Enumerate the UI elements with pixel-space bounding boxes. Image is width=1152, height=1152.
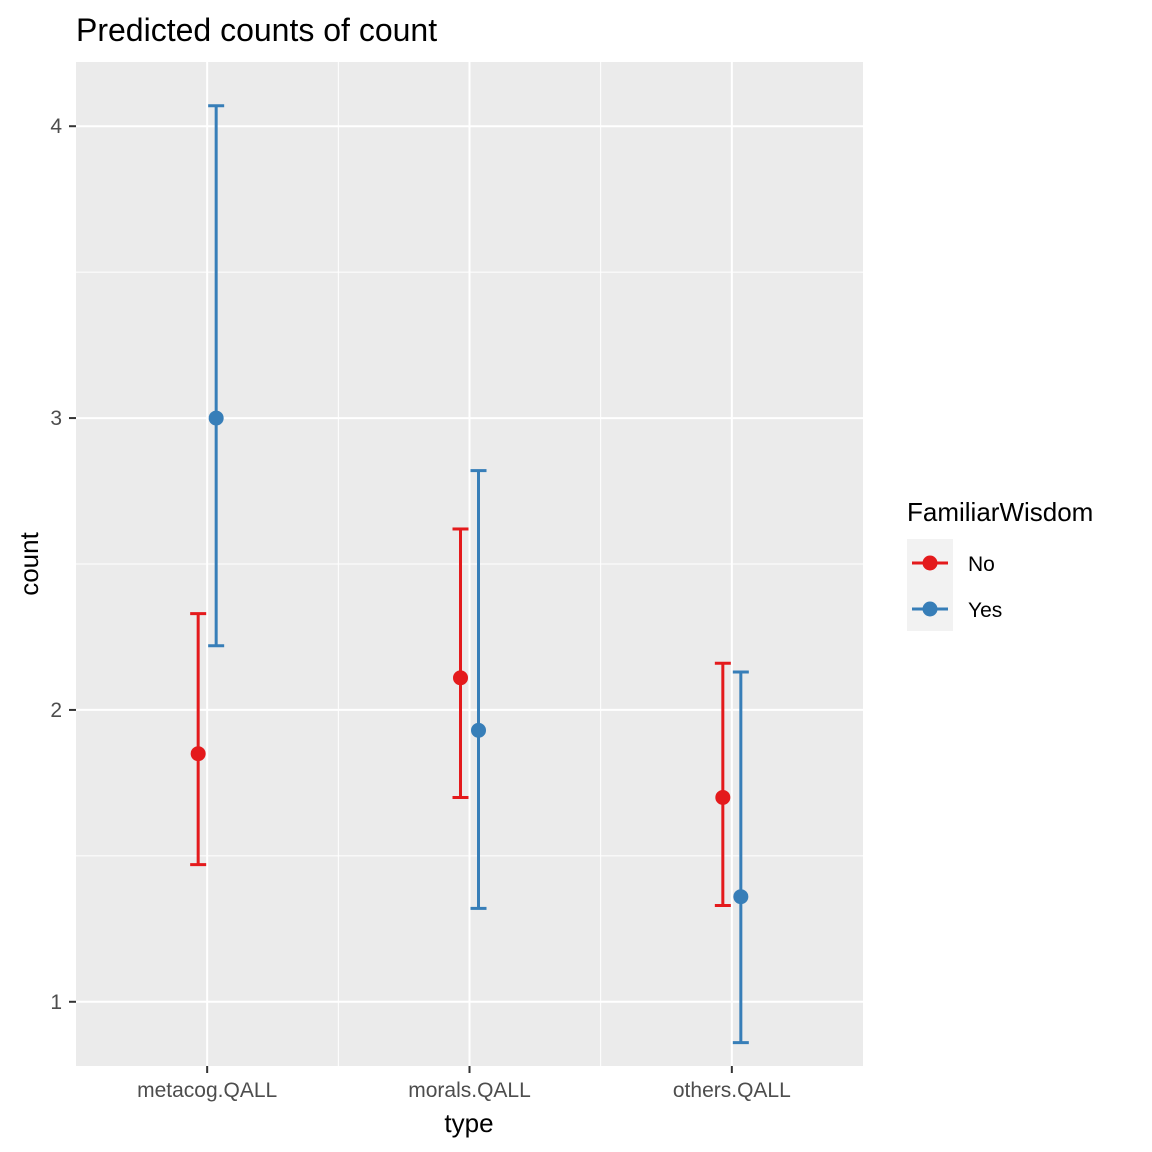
error-bar-no-morals-qall (452, 527, 469, 799)
x-axis-title: type (444, 1108, 493, 1138)
y-tick-label: 2 (50, 699, 62, 722)
legend-key-point (922, 555, 938, 571)
x-tick-label: others.QALL (673, 1079, 791, 1102)
y-axis: 1 2 3 4 (50, 115, 76, 1014)
chart-marks (190, 104, 749, 1045)
legend-key-point (922, 601, 938, 617)
legend-title: FamiliarWisdom (907, 497, 1093, 527)
point-yes-others-qall (733, 889, 749, 905)
x-tick-label: morals.QALL (408, 1079, 531, 1102)
error-bar-yes-morals-qall (470, 469, 487, 910)
error-bar-yes-others-qall (732, 670, 749, 1045)
x-axis: metacog.QALL morals.QALL others.QALL (137, 1066, 791, 1102)
point-no-others-qall (715, 789, 731, 805)
legend-label: No (968, 553, 995, 576)
y-tick-label: 1 (50, 991, 62, 1014)
legend: FamiliarWisdom No Yes (907, 497, 1093, 631)
legend-item-yes: Yes (912, 599, 1002, 622)
series-no (190, 527, 731, 907)
point-yes-morals-qall (471, 722, 486, 738)
y-axis-title: count (14, 531, 44, 595)
y-tick-label: 3 (50, 407, 62, 430)
point-yes-metacog-qall (208, 410, 224, 426)
error-bar-yes-metacog-qall (208, 104, 225, 648)
plot-panel (76, 62, 863, 1066)
point-no-morals-qall (453, 670, 468, 686)
point-no-metacog-qall (190, 746, 206, 762)
legend-key-background (907, 539, 953, 631)
legend-label: Yes (968, 599, 1002, 622)
x-tick-label: metacog.QALL (137, 1079, 277, 1102)
y-tick-label: 4 (50, 115, 62, 138)
legend-item-no: No (912, 553, 995, 576)
legend-items: No Yes (912, 553, 1002, 622)
error-bar-no-metacog-qall (190, 612, 207, 867)
error-bar-no-others-qall (714, 661, 731, 907)
series-yes (208, 104, 749, 1045)
chart-title: Predicted counts of count (76, 12, 437, 48)
